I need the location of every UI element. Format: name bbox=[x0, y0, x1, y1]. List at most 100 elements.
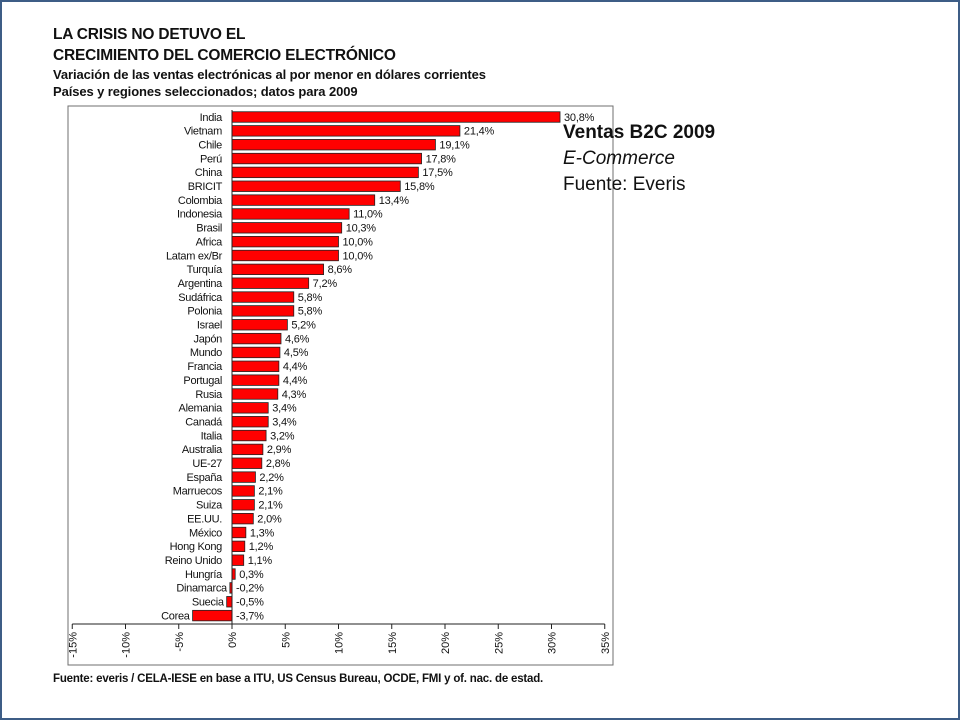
value-label: 10,3% bbox=[346, 223, 377, 235]
bar bbox=[226, 596, 233, 608]
bars-layer bbox=[192, 111, 561, 622]
x-tick-label: 35% bbox=[600, 632, 612, 654]
bar bbox=[231, 332, 282, 345]
x-tick-label: -10% bbox=[121, 632, 133, 658]
value-label: 30,8% bbox=[564, 112, 595, 124]
value-label: 4,3% bbox=[282, 389, 307, 401]
value-label: 21,4% bbox=[464, 126, 495, 138]
value-label: 19,1% bbox=[439, 139, 470, 151]
category-label: Perú bbox=[200, 153, 222, 165]
value-label: 2,0% bbox=[257, 513, 282, 525]
chart-title-line-2: CRECIMIENTO DEL COMERCIO ELECTRÓNICO bbox=[53, 47, 396, 64]
bar bbox=[231, 222, 343, 234]
chart-header: LA CRISIS NO DETUVO EL CRECIMIENTO DEL C… bbox=[53, 24, 653, 100]
value-label: 10,0% bbox=[343, 250, 374, 262]
value-label: 11,0% bbox=[353, 209, 383, 221]
x-tick-label: 0% bbox=[227, 632, 239, 648]
caption-subheading: E-Commerce bbox=[563, 148, 675, 169]
bar bbox=[231, 125, 461, 137]
value-label: 2,8% bbox=[266, 458, 291, 470]
bar bbox=[192, 609, 233, 622]
category-label: Italia bbox=[201, 430, 224, 442]
bar bbox=[231, 346, 281, 359]
category-label: Israel bbox=[197, 320, 222, 332]
caption-heading: Ventas B2C 2009 bbox=[563, 122, 716, 143]
category-label: Hong Kong bbox=[170, 541, 223, 553]
value-label: 4,6% bbox=[285, 333, 310, 345]
category-label: Argentina bbox=[178, 278, 224, 290]
bar bbox=[231, 235, 339, 248]
labels-layer: India 30,8% Vietnam 21,4% Chile 19,1% Perú 17,8… bbox=[161, 112, 595, 623]
value-label: 3,4% bbox=[272, 403, 297, 415]
category-label: EE.UU. bbox=[187, 513, 222, 525]
x-axis: -15% -10% -5% 0% 5% 10% 15% 20% 25% 30% 35% bbox=[67, 110, 612, 658]
bar bbox=[231, 152, 422, 165]
category-label: Chile bbox=[198, 139, 222, 151]
category-label: Japón bbox=[194, 333, 223, 345]
category-label: Francia bbox=[187, 361, 223, 373]
category-label: Mundo bbox=[190, 347, 222, 359]
category-label: UE-27 bbox=[192, 458, 222, 470]
value-label: 13,4% bbox=[379, 195, 410, 207]
bar bbox=[231, 111, 561, 123]
bar bbox=[231, 416, 269, 428]
value-label: 1,2% bbox=[249, 541, 274, 553]
value-label: -0,5% bbox=[236, 597, 264, 609]
value-label: 2,1% bbox=[258, 486, 283, 498]
value-label: 0,3% bbox=[239, 569, 264, 581]
bar bbox=[231, 263, 324, 276]
value-label: 8,6% bbox=[328, 264, 353, 276]
category-label: Reino Unido bbox=[165, 555, 222, 567]
category-label: Suecia bbox=[192, 597, 225, 609]
x-tick-label: 25% bbox=[493, 632, 505, 654]
value-label: -3,7% bbox=[236, 610, 264, 622]
category-label: Alemania bbox=[179, 403, 224, 415]
category-label: Sudáfrica bbox=[178, 292, 223, 304]
value-label: 2,9% bbox=[267, 444, 292, 456]
value-label: 2,2% bbox=[259, 472, 284, 484]
bar bbox=[231, 512, 254, 525]
bar bbox=[231, 291, 295, 303]
category-label: Dinamarca bbox=[176, 583, 228, 595]
chart-title-line-1: LA CRISIS NO DETUVO EL bbox=[53, 26, 246, 43]
category-label: México bbox=[189, 527, 222, 539]
category-label: Portugal bbox=[183, 375, 222, 387]
bar bbox=[231, 471, 256, 483]
bar bbox=[231, 540, 246, 552]
value-label: 2,1% bbox=[258, 500, 283, 512]
value-label: 5,2% bbox=[291, 320, 316, 332]
bar bbox=[231, 457, 263, 469]
bar bbox=[231, 139, 436, 151]
category-label: Hungría bbox=[185, 569, 223, 581]
x-tick-label: -15% bbox=[67, 632, 79, 658]
chart-subtitle-line-1: Variación de las ventas electrónicas al … bbox=[53, 67, 486, 82]
bar bbox=[231, 249, 339, 262]
x-tick-label: -5% bbox=[174, 632, 186, 652]
bar bbox=[231, 526, 247, 539]
category-label: Marruecos bbox=[173, 486, 223, 498]
bar bbox=[231, 208, 350, 220]
caption-credit: Fuente: Everis bbox=[563, 174, 686, 195]
x-tick-label: 10% bbox=[334, 632, 346, 654]
category-label: China bbox=[195, 167, 223, 179]
bar bbox=[231, 194, 376, 206]
value-label: 7,2% bbox=[313, 278, 338, 290]
x-tick-label: 5% bbox=[280, 632, 292, 648]
chart-subtitle-line-2: Países y regiones seleccionados; datos p… bbox=[53, 84, 358, 99]
bar bbox=[231, 485, 255, 497]
bar bbox=[231, 443, 264, 456]
bar bbox=[231, 180, 401, 192]
value-label: 1,3% bbox=[250, 527, 275, 539]
value-label: 10,0% bbox=[343, 236, 374, 248]
bar bbox=[231, 374, 280, 386]
value-label: 3,4% bbox=[272, 416, 297, 428]
category-label: Colombia bbox=[178, 195, 223, 207]
value-label: 17,8% bbox=[426, 153, 457, 165]
slide-caption: Ventas B2C 2009 E-Commerce Fuente: Everi… bbox=[563, 120, 715, 198]
category-label: Canadá bbox=[185, 416, 223, 428]
value-label: 15,8% bbox=[404, 181, 435, 193]
bar bbox=[231, 402, 269, 414]
category-label: Rusia bbox=[195, 389, 223, 401]
category-label: Polonia bbox=[187, 306, 223, 318]
